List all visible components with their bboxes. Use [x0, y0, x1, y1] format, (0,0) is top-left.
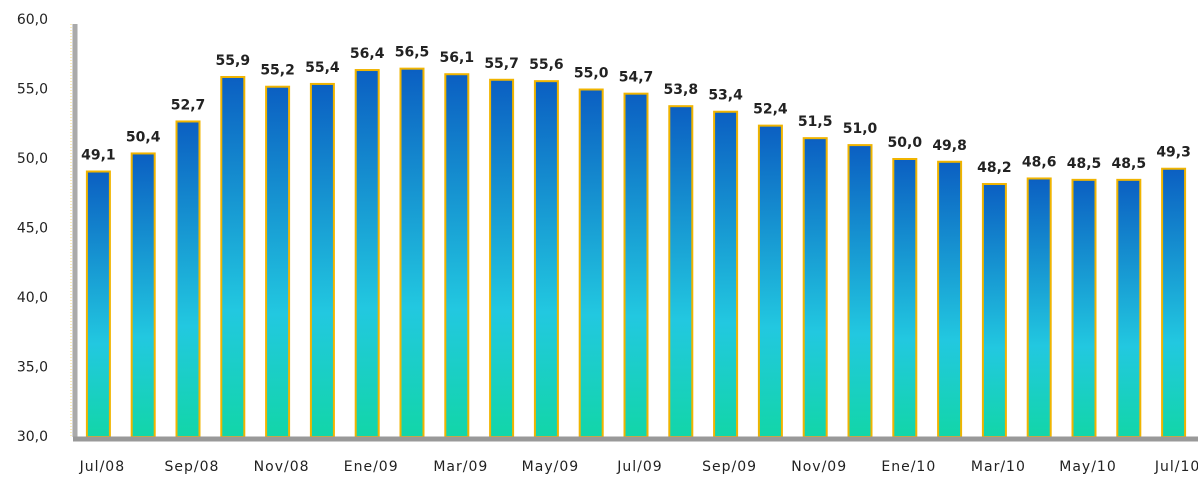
x-tick-label: Jul/09	[616, 459, 662, 475]
value-label: 55,4	[305, 60, 340, 76]
bar	[265, 85, 291, 438]
value-label: 56,1	[440, 50, 475, 66]
y-tick-label: 60,0	[17, 12, 48, 28]
bar	[578, 88, 604, 438]
bar	[444, 73, 470, 439]
y-tick-label: 55,0	[17, 82, 48, 98]
x-tick-label: Jul/10	[1154, 459, 1198, 475]
y-tick-label: 30,0	[17, 429, 48, 445]
x-tick-label: Jul/08	[79, 459, 125, 475]
value-label: 55,2	[260, 63, 295, 79]
value-label: 49,3	[1156, 145, 1191, 161]
value-label: 48,6	[1022, 154, 1057, 170]
bar	[1026, 177, 1052, 439]
x-tick-label: Sep/09	[702, 459, 757, 475]
value-label: 52,4	[753, 102, 788, 118]
bar	[623, 92, 649, 438]
bar	[533, 80, 559, 438]
bar	[892, 158, 918, 438]
value-label: 53,4	[708, 88, 743, 104]
bar	[220, 75, 246, 439]
value-label: 49,8	[932, 138, 967, 154]
bar	[1116, 178, 1142, 438]
bar	[757, 124, 783, 438]
x-tick-label: Mar/10	[971, 459, 1026, 475]
bar	[85, 170, 111, 438]
bar	[399, 67, 425, 439]
value-label: 51,0	[843, 121, 878, 137]
value-label: 55,0	[574, 66, 609, 82]
y-tick-label: 50,0	[17, 151, 48, 167]
bar	[354, 69, 380, 438]
value-label: 56,4	[350, 46, 385, 62]
value-label: 55,9	[216, 53, 251, 69]
x-tick-label: Nov/08	[254, 459, 310, 475]
y-tick-label: 45,0	[17, 221, 48, 237]
value-label: 50,0	[888, 135, 923, 151]
bar	[802, 137, 828, 438]
value-label: 53,8	[664, 82, 699, 98]
value-label: 55,7	[484, 56, 519, 72]
bar	[309, 82, 335, 438]
x-tick-label: Nov/09	[791, 459, 847, 475]
value-label: 56,5	[395, 45, 430, 61]
bar	[668, 105, 694, 439]
bar	[130, 152, 156, 438]
bar	[1161, 167, 1187, 438]
value-label: 51,5	[798, 114, 833, 130]
value-label: 48,5	[1112, 156, 1147, 172]
value-label: 48,5	[1067, 156, 1102, 172]
value-label: 52,7	[171, 97, 206, 113]
value-label: 55,6	[529, 57, 564, 73]
y-tick-label: 40,0	[17, 290, 48, 306]
x-tick-label: Sep/08	[165, 459, 220, 475]
x-tick-label: May/10	[1059, 459, 1116, 475]
bar	[175, 120, 201, 438]
value-label: 49,1	[81, 148, 116, 164]
bar	[981, 183, 1007, 438]
x-tick-label: Mar/09	[433, 459, 488, 475]
bar	[489, 78, 515, 439]
value-label: 50,4	[126, 129, 161, 145]
value-label: 48,2	[977, 160, 1012, 176]
value-label: 54,7	[619, 70, 654, 86]
bar	[1071, 178, 1097, 438]
x-tick-label: Ene/09	[344, 459, 399, 475]
x-tick-label: May/09	[522, 459, 579, 475]
bar	[847, 144, 873, 438]
x-tick-label: Ene/10	[881, 459, 936, 475]
y-tick-label: 35,0	[17, 360, 48, 376]
bar	[713, 110, 739, 439]
bar	[937, 160, 963, 438]
